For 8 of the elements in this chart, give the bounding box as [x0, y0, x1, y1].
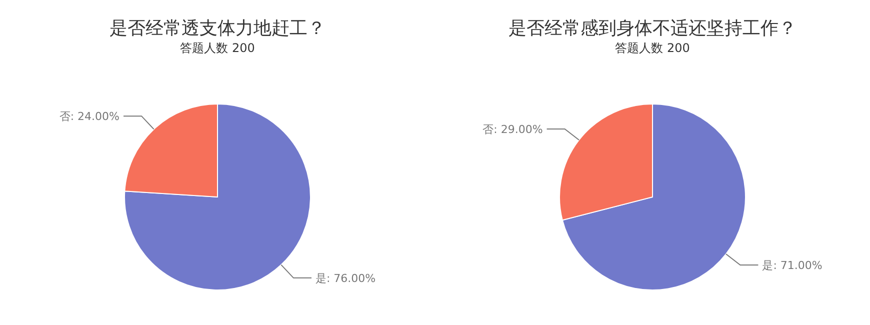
slice-label: 是: 76.00% — [315, 272, 376, 285]
slice-label: 是: 71.00% — [762, 259, 822, 272]
chart-subtitle: 答题人数 200 — [180, 41, 255, 55]
slice-label: 否: 29.00% — [482, 122, 543, 136]
chart-title: 是否经常感到身体不适还坚持工作？ — [508, 18, 796, 39]
chart-title: 是否经常透支体力地赶工？ — [110, 18, 326, 39]
slice-label: 否: 24.00% — [59, 110, 120, 124]
chart-subtitle: 答题人数 200 — [615, 41, 690, 55]
